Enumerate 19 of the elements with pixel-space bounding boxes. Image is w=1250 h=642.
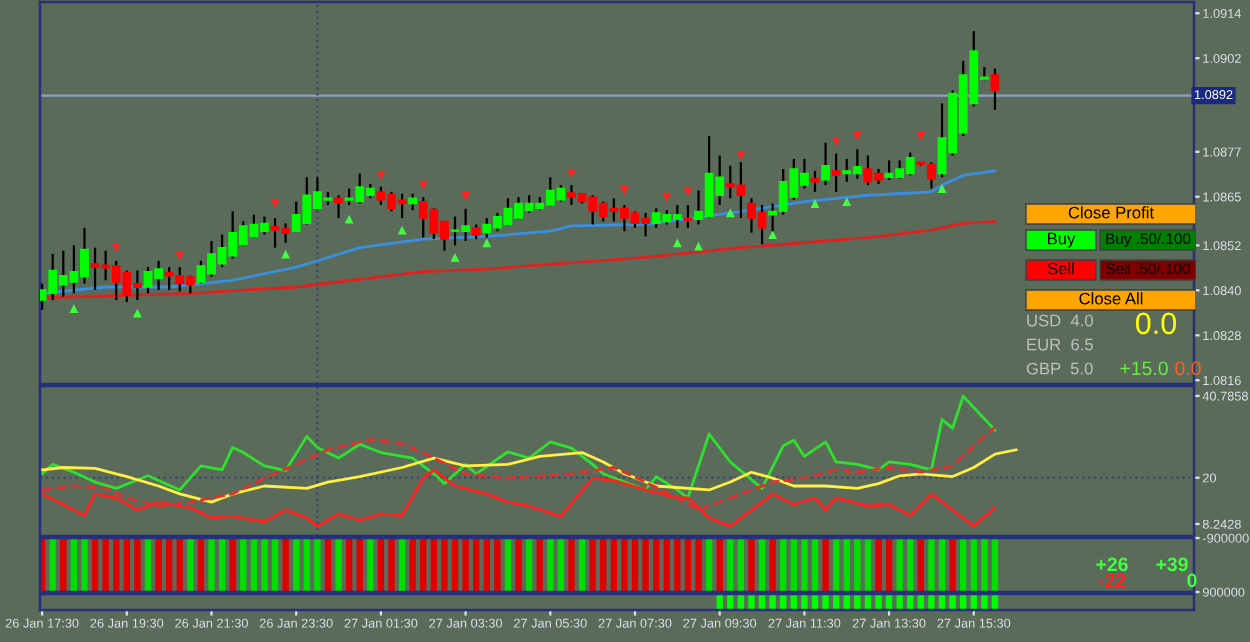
annotation: Sell [1047, 262, 1074, 275]
annotation: 0.0 [1135, 312, 1177, 335]
annotation: USD 4.0 [1027, 314, 1093, 327]
candlestick [334, 194, 343, 220]
candlestick [683, 203, 693, 229]
annotation: +15.0 [1120, 361, 1168, 376]
annotation: EUR 6.5 [1027, 338, 1093, 351]
annotation: +26 [1096, 557, 1128, 572]
annotation: 0 [1187, 573, 1197, 588]
annotation: GBP 5.0 [1026, 362, 1093, 375]
annotation: Close Profit [1068, 206, 1154, 219]
annotation: +39 [1156, 557, 1188, 572]
candlestick [831, 152, 841, 193]
candlestick [990, 67, 1000, 111]
annotation: 0.0 [1175, 361, 1201, 376]
candlestick [821, 141, 830, 187]
annotation: -22 [1098, 573, 1126, 588]
annotation: Close All [1079, 292, 1143, 305]
annotation: Buy [1048, 232, 1076, 248]
